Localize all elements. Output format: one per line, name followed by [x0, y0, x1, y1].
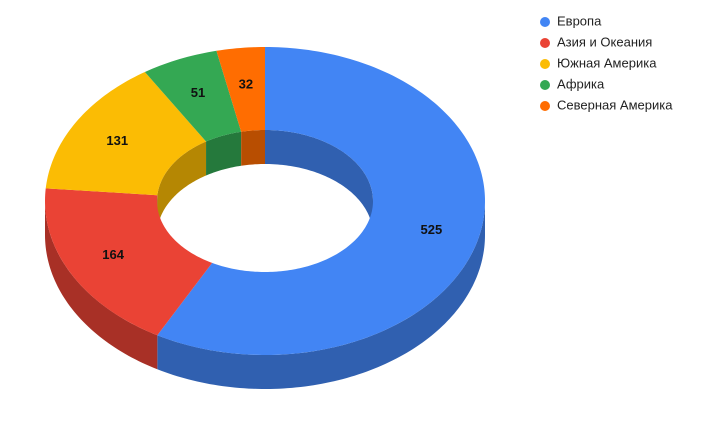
slice-inner-side — [265, 130, 373, 235]
slice — [144, 50, 242, 142]
slice-inner-side — [206, 131, 242, 176]
slice-inner-side — [157, 141, 207, 230]
legend-swatch — [540, 80, 550, 90]
data-label: 51 — [191, 85, 205, 100]
slice-side — [45, 201, 158, 370]
data-label: 32 — [239, 77, 253, 92]
legend-label: Европа — [557, 13, 602, 28]
legend-swatch — [540, 38, 550, 48]
slice — [45, 71, 207, 196]
slice-inner-side — [241, 130, 265, 166]
legend-swatch — [540, 17, 550, 27]
data-label: 525 — [421, 222, 443, 237]
legend-label: Африка — [557, 76, 605, 91]
legend-label: Азия и Океания — [557, 34, 652, 49]
data-label: 131 — [106, 133, 128, 148]
legend-swatch — [540, 59, 550, 69]
slice-side — [157, 201, 485, 389]
legend-label: Северная Америка — [557, 97, 673, 112]
slice — [45, 188, 213, 336]
legend-swatch — [540, 101, 550, 111]
legend-label: Южная Америка — [557, 55, 657, 70]
data-label: 164 — [102, 247, 124, 262]
slice — [157, 47, 485, 355]
slice — [216, 47, 265, 132]
